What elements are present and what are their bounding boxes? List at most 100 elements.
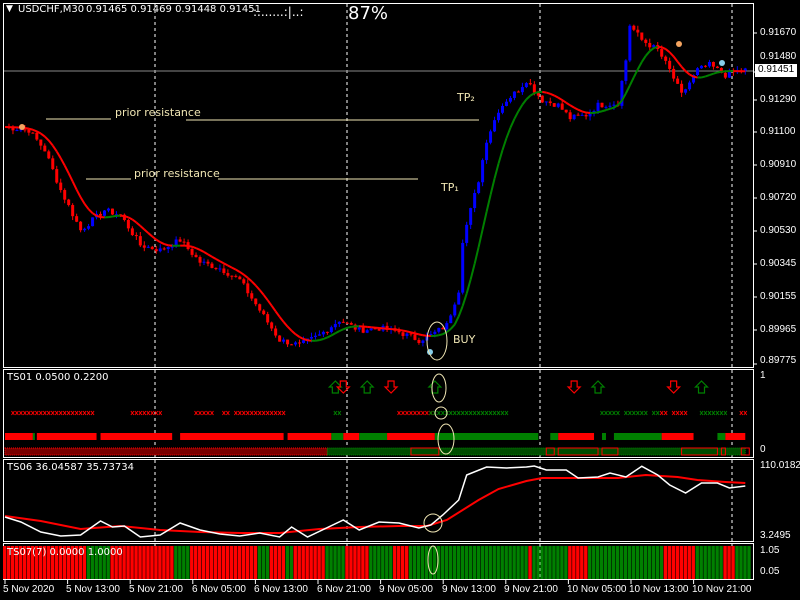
signal-mark xyxy=(277,410,282,416)
bear-candle xyxy=(373,328,377,330)
signal-mark xyxy=(154,410,159,416)
ma-segment xyxy=(270,305,277,312)
ts07-histogram-bar xyxy=(516,546,520,579)
time-tick: 5 Nov 2020 xyxy=(3,584,55,595)
bull-candle xyxy=(87,226,91,229)
bull-candle xyxy=(727,70,731,78)
ma-segment xyxy=(701,75,706,79)
bear-candle xyxy=(246,283,250,294)
signal-mark xyxy=(679,410,684,416)
ma-segment xyxy=(347,325,352,329)
ts01-axis-top: 1 xyxy=(760,370,766,381)
ts07-histogram-bar xyxy=(170,546,174,579)
ma-segment xyxy=(521,98,528,106)
signal-mark xyxy=(74,410,79,416)
ts07-histogram-bar xyxy=(78,546,83,579)
price-tick: 0.90720 xyxy=(760,192,797,203)
signal-mark xyxy=(468,410,473,416)
trend-bar-segment xyxy=(602,433,606,440)
ts07-histogram-bar xyxy=(34,546,39,579)
ma-segment xyxy=(262,294,269,301)
bear-candle xyxy=(664,56,668,61)
signal-mark xyxy=(671,410,676,416)
ts07-histogram-bar xyxy=(126,546,130,579)
up-arrow-icon xyxy=(590,380,606,394)
ma-segment xyxy=(163,243,169,247)
bull-candle xyxy=(544,101,548,103)
ma-segment xyxy=(497,149,504,164)
bull-candle xyxy=(604,106,608,108)
signal-mark xyxy=(58,410,63,416)
ts07-histogram-bar xyxy=(635,546,640,579)
ma-segment xyxy=(36,130,42,135)
ma-segment xyxy=(676,61,683,68)
ma-segment xyxy=(713,71,718,75)
ts07-histogram-bar xyxy=(337,546,341,579)
ts07-histogram-bar xyxy=(468,546,473,579)
bear-candle xyxy=(262,310,266,315)
bear-candle xyxy=(298,342,302,344)
bear-candle xyxy=(668,60,672,69)
ts07-histogram-bar xyxy=(325,546,329,579)
ma-segment xyxy=(542,90,547,94)
ts07-histogram-bar xyxy=(293,546,297,579)
signal-mark xyxy=(659,410,664,416)
ts07-histogram-bar xyxy=(627,546,632,579)
bear-candle xyxy=(55,169,59,183)
bear-candle xyxy=(290,344,294,346)
bear-candle xyxy=(39,139,43,146)
signal-mark xyxy=(639,410,644,416)
ts07-histogram-bar xyxy=(687,546,691,579)
bull-candle xyxy=(592,110,596,113)
ma-segment xyxy=(168,244,173,247)
bull-candle xyxy=(520,87,524,93)
signal-mark xyxy=(23,410,27,416)
bear-candle xyxy=(278,335,282,342)
ts07-histogram-bar xyxy=(297,546,301,579)
ma-segment xyxy=(434,334,439,337)
bull-candle xyxy=(684,89,688,93)
moving-average xyxy=(4,45,746,342)
buy-label: BUY xyxy=(453,333,476,346)
ts07-histogram-bar xyxy=(659,546,664,579)
signal-mark xyxy=(699,410,704,416)
signal-mark xyxy=(496,410,501,416)
signal-mark xyxy=(663,410,668,416)
bull-candle xyxy=(501,105,504,113)
ts07-histogram-bar xyxy=(412,546,417,579)
bar-ellipse xyxy=(437,423,455,455)
signal-mark xyxy=(448,410,453,416)
bull-candle xyxy=(481,160,485,183)
bull-candle xyxy=(357,327,361,330)
ts07-histogram-bar xyxy=(389,546,393,579)
signal-mark xyxy=(651,410,656,416)
ts07-histogram-bar xyxy=(393,546,397,579)
bull-candle xyxy=(19,129,23,131)
down-arrow-icon xyxy=(335,380,351,394)
bear-candle xyxy=(27,129,31,133)
time-tick: 6 Nov 13:00 xyxy=(254,584,308,595)
ts07-histogram-bar xyxy=(62,546,67,579)
ma-segment xyxy=(67,172,74,182)
bear-candle xyxy=(214,267,218,269)
bear-candle xyxy=(600,102,604,108)
ma-segment xyxy=(422,334,428,337)
bear-candle xyxy=(441,327,445,330)
collapse-triangle-icon[interactable]: ▼ xyxy=(6,4,13,14)
signal-mark xyxy=(739,410,744,416)
ts07-axis-top: 1.05 xyxy=(760,545,780,556)
ma-segment xyxy=(489,178,496,196)
trend-bar-segment xyxy=(331,433,344,440)
ma-segment xyxy=(251,280,257,287)
trend-bar-segment xyxy=(725,433,746,440)
bull-candle xyxy=(580,114,584,116)
ts07-histogram-bar xyxy=(209,546,214,579)
ma-segment xyxy=(457,305,464,317)
ma-segment xyxy=(636,61,643,70)
signal-mark xyxy=(90,410,95,416)
ma-segment xyxy=(215,258,221,263)
signal-mark xyxy=(206,410,210,416)
signal-mark xyxy=(600,410,604,416)
ma-segment xyxy=(549,92,555,97)
